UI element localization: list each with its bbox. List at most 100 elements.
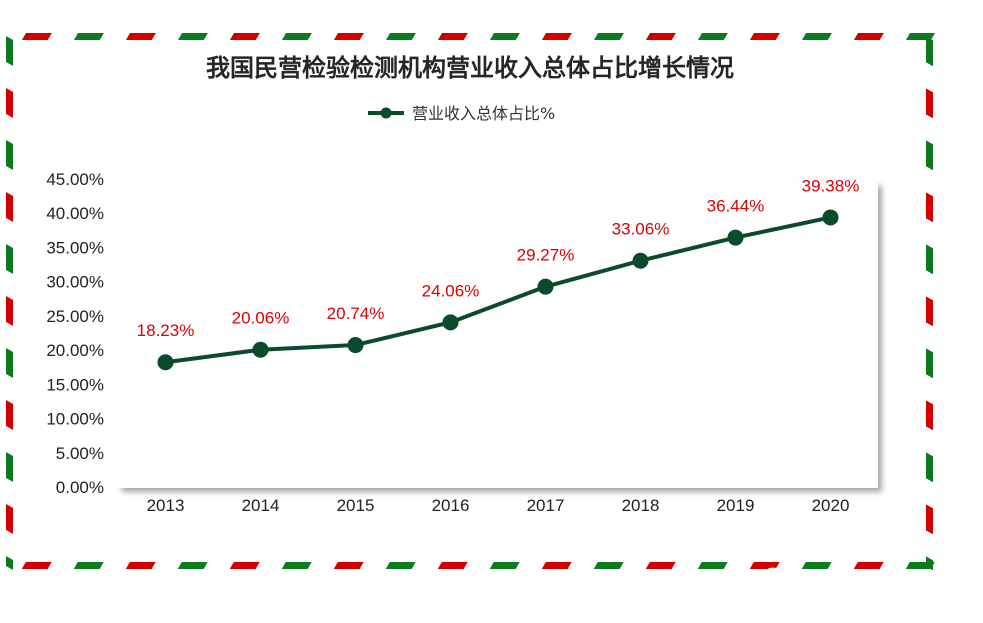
border-stripe xyxy=(463,562,494,569)
border-stripe xyxy=(567,33,598,40)
x-tick-label: 2019 xyxy=(717,496,755,515)
plot-area xyxy=(118,182,878,488)
border-stripe xyxy=(645,562,676,569)
data-label: 20.74% xyxy=(327,304,385,323)
border-stripe xyxy=(307,33,338,40)
x-tick-label: 2016 xyxy=(432,496,470,515)
border-stripe xyxy=(21,562,52,569)
border-stripe xyxy=(697,562,728,569)
border-stripe xyxy=(515,33,546,40)
border-stripe xyxy=(6,218,13,249)
border-stripe xyxy=(6,452,13,483)
border-stripe xyxy=(905,33,935,40)
border-stripe xyxy=(6,426,13,457)
border-stripe xyxy=(749,562,780,569)
border-stripe xyxy=(645,33,676,40)
data-point xyxy=(347,337,364,354)
border-stripe xyxy=(926,36,933,67)
border-stripe xyxy=(73,562,104,569)
border-stripe xyxy=(281,33,312,40)
border-stripe xyxy=(6,140,13,171)
border-stripe xyxy=(926,504,933,535)
y-tick-label: 25.00% xyxy=(46,307,104,326)
border-stripe xyxy=(151,33,182,40)
data-point xyxy=(822,209,839,226)
border-stripe xyxy=(697,33,728,40)
border-stripe xyxy=(203,33,234,40)
y-tick-label: 5.00% xyxy=(56,444,104,463)
border-stripe xyxy=(926,166,933,197)
y-tick-label: 40.00% xyxy=(46,204,104,223)
border-stripe xyxy=(177,33,208,40)
data-label: 18.23% xyxy=(137,321,195,340)
border-stripe xyxy=(926,62,933,93)
border-stripe xyxy=(6,400,13,431)
border-stripe xyxy=(879,33,910,40)
y-tick-label: 35.00% xyxy=(46,238,104,257)
border-stripe xyxy=(359,562,390,569)
border-stripe xyxy=(203,562,234,569)
border-stripe xyxy=(567,562,598,569)
y-tick-label: 30.00% xyxy=(46,273,104,292)
data-label: 24.06% xyxy=(422,281,480,300)
data-point xyxy=(537,278,554,295)
border-stripe xyxy=(6,88,13,119)
border-stripe xyxy=(6,36,13,67)
border-stripe xyxy=(151,562,182,569)
border-stripe xyxy=(47,562,78,569)
border-stripe xyxy=(775,562,806,569)
data-point xyxy=(157,354,174,371)
border-stripe xyxy=(229,562,260,569)
data-point xyxy=(442,314,459,331)
border-stripe xyxy=(6,166,13,197)
border-stripe xyxy=(99,33,130,40)
border-stripe xyxy=(619,33,650,40)
series-line xyxy=(163,215,833,365)
border-stripe xyxy=(541,562,572,569)
legend-entry: 营业收入总体占比% xyxy=(412,104,555,123)
border-stripe xyxy=(541,33,572,40)
border-stripe xyxy=(926,296,933,327)
data-label: 36.44% xyxy=(707,197,765,216)
x-tick-label: 2015 xyxy=(337,496,375,515)
border-stripe xyxy=(926,114,933,145)
data-point xyxy=(727,229,744,246)
border-stripe xyxy=(749,33,780,40)
border-stripe xyxy=(926,244,933,275)
border-stripe xyxy=(489,33,520,40)
border-stripe xyxy=(926,400,933,431)
y-tick-label: 15.00% xyxy=(46,375,104,394)
series-line-group xyxy=(157,209,839,371)
border-stripe xyxy=(411,562,442,569)
border-stripe xyxy=(437,33,468,40)
striped-border xyxy=(6,33,935,571)
border-stripe xyxy=(6,270,13,301)
border-stripe xyxy=(853,562,884,569)
border-stripe xyxy=(255,562,286,569)
border-stripe xyxy=(6,244,13,275)
border-stripe xyxy=(723,562,754,569)
wechat-icon xyxy=(763,567,792,591)
data-label-group: 18.23% 20.06% 20.74% 24.06% 29.27% 33.06% 36.4… xyxy=(137,176,860,340)
border-stripe xyxy=(385,33,416,40)
border-stripe xyxy=(359,33,390,40)
data-label: 20.06% xyxy=(232,309,290,328)
data-label: 33.06% xyxy=(612,220,670,239)
border-stripe xyxy=(853,33,884,40)
border-stripe xyxy=(879,562,910,569)
border-stripe xyxy=(827,562,858,569)
border-stripe xyxy=(411,33,442,40)
border-stripe xyxy=(926,530,933,561)
x-tick-label: 2014 xyxy=(242,496,280,515)
border-stripe xyxy=(307,562,338,569)
data-label: 39.38% xyxy=(802,176,860,195)
border-stripe xyxy=(385,562,416,569)
border-stripe xyxy=(177,562,208,569)
border-stripe xyxy=(926,88,933,119)
border-stripe xyxy=(671,33,702,40)
border-stripe xyxy=(6,114,13,145)
data-point xyxy=(632,252,649,269)
border-stripe xyxy=(671,562,702,569)
x-tick-label: 2018 xyxy=(622,496,660,515)
